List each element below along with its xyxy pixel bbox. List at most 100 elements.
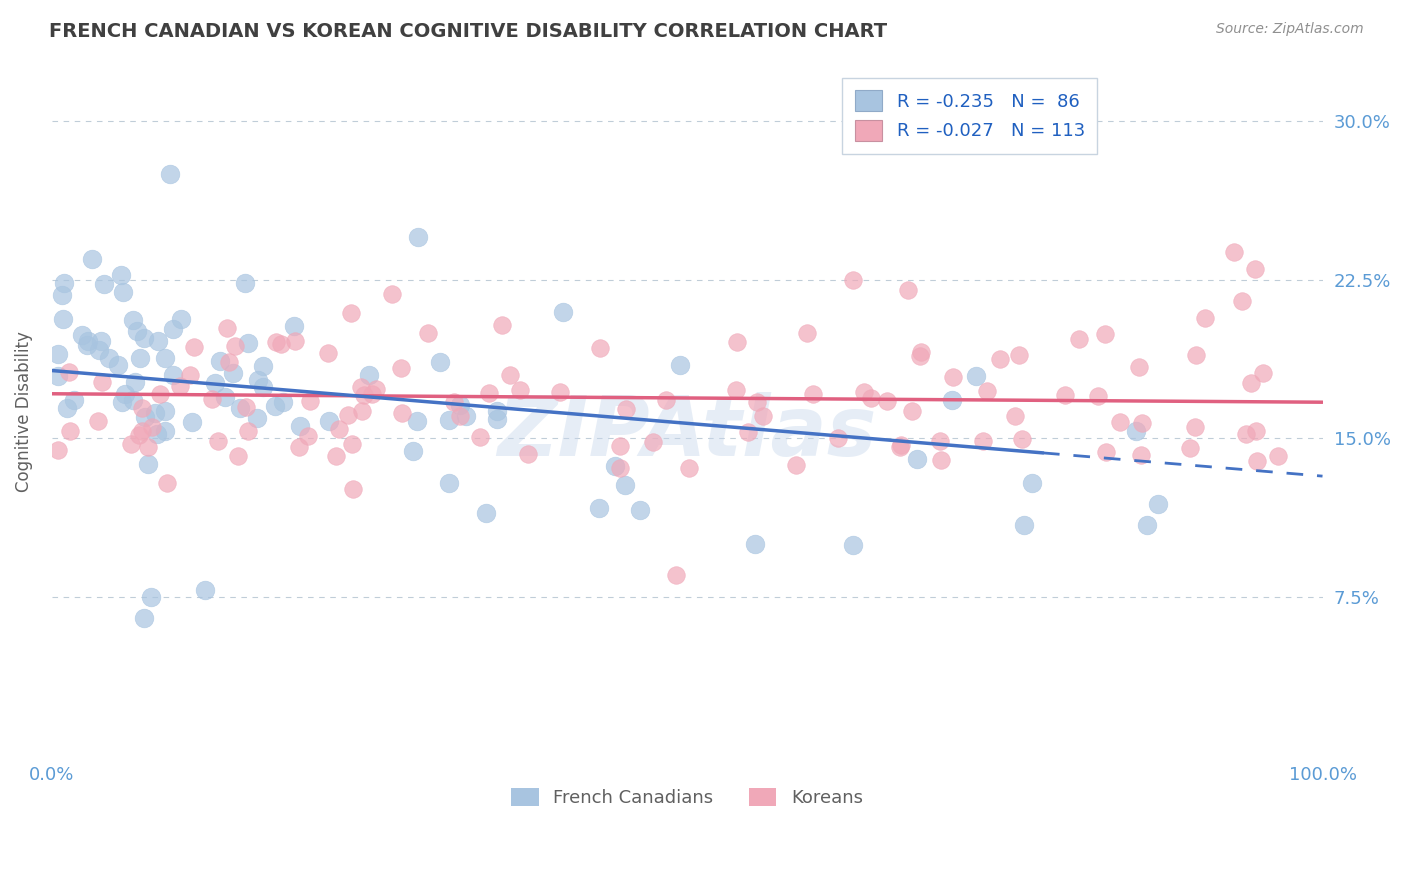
Point bbox=[122, 313, 145, 327]
Point bbox=[1246, 454, 1268, 468]
Point bbox=[897, 283, 920, 297]
Point bbox=[153, 403, 176, 417]
Point bbox=[1012, 517, 1035, 532]
Point bbox=[156, 476, 179, 491]
Point bbox=[1234, 426, 1257, 441]
Point bbox=[1095, 444, 1118, 458]
Point bbox=[235, 277, 257, 291]
Point bbox=[406, 414, 429, 428]
Point bbox=[51, 287, 73, 301]
Point bbox=[153, 424, 176, 438]
Point bbox=[222, 366, 245, 380]
Point bbox=[141, 419, 163, 434]
Point bbox=[1021, 476, 1043, 491]
Point bbox=[443, 395, 465, 409]
Point bbox=[52, 311, 75, 326]
Point bbox=[1243, 262, 1265, 277]
Point bbox=[737, 425, 759, 440]
Point bbox=[132, 331, 155, 345]
Point bbox=[1185, 348, 1208, 362]
Point bbox=[1125, 425, 1147, 439]
Point bbox=[124, 375, 146, 389]
Point bbox=[52, 276, 75, 290]
Point bbox=[318, 414, 340, 428]
Point bbox=[929, 453, 952, 467]
Point bbox=[131, 401, 153, 416]
Point bbox=[889, 440, 911, 454]
Point bbox=[169, 379, 191, 393]
Point bbox=[110, 268, 132, 282]
Point bbox=[180, 415, 202, 429]
Point bbox=[1194, 311, 1216, 326]
Point bbox=[359, 368, 381, 382]
Point bbox=[111, 394, 134, 409]
Point bbox=[252, 359, 274, 373]
Point bbox=[59, 424, 82, 438]
Point bbox=[246, 373, 269, 387]
Point bbox=[128, 351, 150, 366]
Legend: French Canadians, Koreans: French Canadians, Koreans bbox=[505, 780, 870, 814]
Point bbox=[90, 334, 112, 348]
Point bbox=[860, 391, 883, 405]
Point bbox=[360, 387, 382, 401]
Point bbox=[288, 419, 311, 434]
Point bbox=[148, 386, 170, 401]
Point bbox=[328, 422, 350, 436]
Point bbox=[98, 351, 121, 365]
Point bbox=[134, 409, 156, 424]
Point bbox=[264, 334, 287, 349]
Point bbox=[132, 610, 155, 624]
Point bbox=[509, 383, 531, 397]
Point bbox=[229, 401, 252, 415]
Point bbox=[965, 368, 987, 383]
Point bbox=[1054, 387, 1077, 401]
Point bbox=[478, 386, 501, 401]
Point bbox=[297, 429, 319, 443]
Point bbox=[218, 355, 240, 369]
Point bbox=[1178, 441, 1201, 455]
Point bbox=[1130, 416, 1153, 430]
Point bbox=[162, 368, 184, 383]
Point bbox=[336, 408, 359, 422]
Point bbox=[364, 382, 387, 396]
Point bbox=[215, 321, 238, 335]
Point bbox=[1223, 245, 1246, 260]
Point bbox=[890, 438, 912, 452]
Point bbox=[1004, 409, 1026, 423]
Point bbox=[842, 273, 865, 287]
Point bbox=[381, 286, 404, 301]
Point bbox=[614, 401, 637, 416]
Point bbox=[550, 384, 572, 399]
Point bbox=[153, 351, 176, 366]
Point bbox=[288, 440, 311, 454]
Point bbox=[235, 401, 257, 415]
Point bbox=[46, 347, 69, 361]
Point bbox=[1184, 420, 1206, 434]
Point bbox=[270, 337, 292, 351]
Point bbox=[325, 450, 347, 464]
Point bbox=[93, 277, 115, 292]
Point bbox=[609, 461, 631, 475]
Point bbox=[402, 443, 425, 458]
Point bbox=[842, 539, 865, 553]
Point bbox=[641, 435, 664, 450]
Point bbox=[725, 335, 748, 350]
Point bbox=[517, 447, 540, 461]
Point bbox=[389, 360, 412, 375]
Point bbox=[454, 409, 477, 424]
Point bbox=[62, 393, 84, 408]
Point bbox=[485, 412, 508, 426]
Point bbox=[801, 387, 824, 401]
Point bbox=[468, 430, 491, 444]
Point bbox=[1230, 293, 1253, 308]
Point bbox=[1267, 449, 1289, 463]
Point bbox=[111, 285, 134, 299]
Point bbox=[283, 319, 305, 334]
Point bbox=[485, 404, 508, 418]
Point bbox=[929, 434, 952, 448]
Point bbox=[437, 413, 460, 427]
Point bbox=[58, 365, 80, 379]
Point bbox=[204, 376, 226, 390]
Point bbox=[665, 568, 688, 582]
Point bbox=[605, 458, 627, 473]
